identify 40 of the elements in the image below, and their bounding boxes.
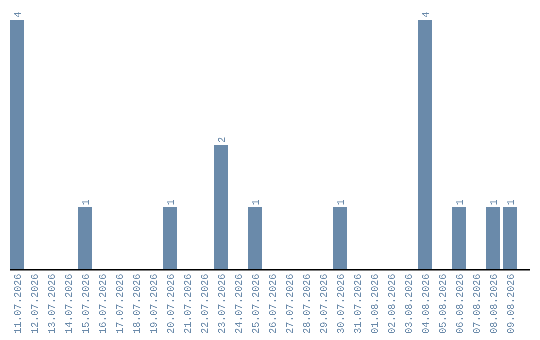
x-tick-label: 18.07.2026 (133, 274, 144, 334)
x-tick-label: 29.07.2026 (320, 274, 331, 334)
data-label: 4 (422, 12, 433, 18)
x-tick-label: 20.07.2026 (167, 274, 178, 334)
data-label: 1 (507, 199, 518, 206)
x-tick-label: 15.07.2026 (82, 274, 93, 334)
data-label: 1 (490, 199, 501, 206)
x-tick-label: 22.07.2026 (201, 274, 212, 334)
x-tick-label: 14.07.2026 (65, 274, 76, 334)
x-tick-label: 17.07.2026 (116, 274, 127, 334)
x-tick-label: 02.08.2026 (388, 274, 399, 334)
data-label: 4 (14, 12, 25, 18)
x-tick-label: 01.08.2026 (371, 274, 382, 334)
x-tick-label: 11.07.2026 (14, 274, 25, 334)
x-tick-label: 26.07.2026 (269, 274, 280, 334)
x-tick-label: 24.07.2026 (235, 274, 246, 334)
x-tick-label: 31.07.2026 (354, 274, 365, 334)
x-tick-label: 27.07.2026 (286, 274, 297, 334)
data-label: 1 (167, 199, 178, 206)
x-tick-label: 21.07.2026 (184, 274, 195, 334)
x-tick-label: 07.08.2026 (473, 274, 484, 334)
data-label: 1 (456, 199, 467, 206)
x-tick-label: 25.07.2026 (252, 274, 263, 334)
x-tick-label: 03.08.2026 (405, 274, 416, 334)
data-label: 1 (337, 199, 348, 206)
x-tick-label: 05.08.2026 (439, 274, 450, 334)
x-tick-label: 23.07.2026 (218, 274, 229, 334)
x-tick-label: 28.07.2026 (303, 274, 314, 334)
x-tick-label: 06.08.2026 (456, 274, 467, 334)
x-tick-label: 16.07.2026 (99, 274, 110, 334)
data-label: 2 (218, 136, 229, 143)
data-label: 1 (82, 199, 93, 206)
x-tick-label: 30.07.2026 (337, 274, 348, 334)
data-label: 1 (252, 199, 263, 206)
x-tick-label: 19.07.2026 (150, 274, 161, 334)
x-tick-label: 12.07.2026 (31, 274, 42, 334)
x-tick-label: 08.08.2026 (490, 274, 501, 334)
x-tick-label: 09.08.2026 (507, 274, 518, 334)
x-tick-label: 13.07.2026 (48, 274, 59, 334)
x-tick-label: 04.08.2026 (422, 274, 433, 334)
